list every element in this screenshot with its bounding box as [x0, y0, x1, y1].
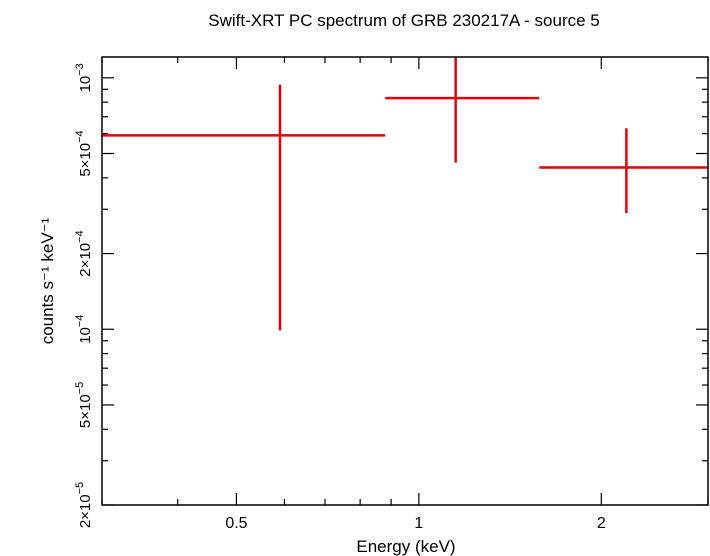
y-tick-label: 5×10−5	[74, 382, 94, 428]
y-tick-label: 10−4	[74, 315, 94, 344]
y-tick-label: 5×10−4	[74, 130, 94, 176]
data-point	[539, 128, 708, 213]
plot-frame	[101, 56, 709, 506]
x-tick-label: 0.5	[225, 515, 247, 532]
x-ticks: 0.5 1 2	[101, 57, 709, 532]
data-point	[385, 57, 540, 163]
y-axis-label: counts s⁻¹ keV⁻¹	[38, 217, 57, 344]
data-series	[102, 57, 708, 331]
x-tick-label: 2	[597, 515, 606, 532]
chart-title: Swift-XRT PC spectrum of GRB 230217A - s…	[208, 11, 599, 30]
data-point	[102, 84, 386, 331]
x-tick-label: 1	[414, 515, 423, 532]
y-tick-label: 2×10−4	[74, 230, 94, 276]
x-axis-label: Energy (keV)	[356, 537, 455, 556]
y-tick-label: 2×10−5	[74, 482, 94, 528]
y-tick-label: 10−3	[74, 63, 94, 92]
y-ticks: 2×10−5 5×10−5 10−4 2×10−4 5×10−4 10−3	[74, 63, 708, 528]
